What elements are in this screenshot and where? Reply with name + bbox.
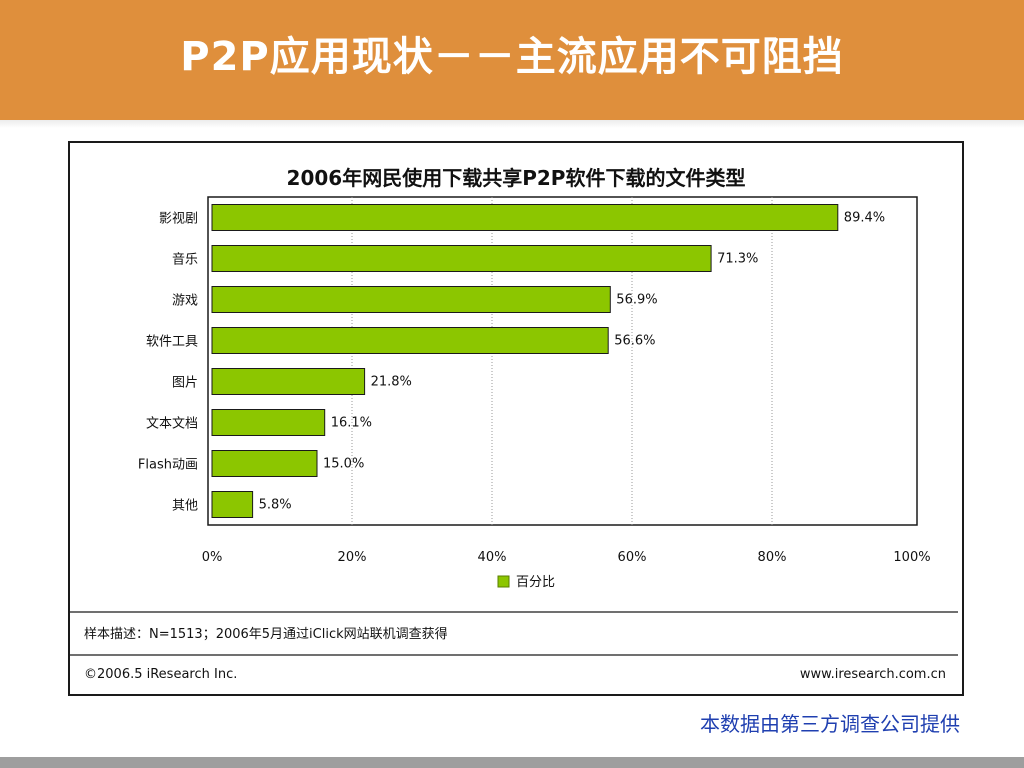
legend-swatch <box>497 575 510 588</box>
bar <box>211 204 839 231</box>
plot-area <box>207 196 918 526</box>
bar <box>211 245 712 272</box>
bar <box>211 327 609 354</box>
x-tick-label: 80% <box>758 550 787 565</box>
bar <box>211 450 318 477</box>
x-tick-label: 40% <box>478 550 507 565</box>
value-label: 56.9% <box>616 293 657 308</box>
bar <box>211 491 254 518</box>
chart-title: 2006年网民使用下载共享P2P软件下载的文件类型 <box>287 166 746 190</box>
value-label: 89.4% <box>844 211 885 226</box>
bar <box>211 368 366 395</box>
category-label: 影视剧 <box>159 212 198 227</box>
value-label: 21.8% <box>371 375 412 390</box>
bar <box>211 286 611 313</box>
category-label: 图片 <box>172 376 198 391</box>
website-link[interactable]: www.iresearch.com.cn <box>800 667 946 682</box>
category-label: 游戏 <box>172 294 198 309</box>
legend-label: 百分比 <box>516 575 555 590</box>
value-label: 15.0% <box>323 457 364 472</box>
chart-frame: 2006年网民使用下载共享P2P软件下载的文件类型 影视剧音乐游戏软件工具图片文… <box>68 141 964 696</box>
value-label: 56.6% <box>614 334 655 349</box>
x-tick-label: 20% <box>338 550 367 565</box>
x-tick-label: 100% <box>893 550 930 565</box>
bar <box>211 409 326 436</box>
category-label: 音乐 <box>172 252 198 268</box>
slide-title: P2P应用现状－－主流应用不可阻挡 <box>180 34 844 80</box>
x-tick-label: 60% <box>618 550 647 565</box>
x-tick-label: 0% <box>202 550 223 565</box>
category-label: Flash动画 <box>138 458 198 473</box>
footer-bar <box>0 757 1024 768</box>
header-separator <box>0 120 1024 128</box>
copyright: ©2006.5 iResearch Inc. <box>84 667 237 682</box>
value-label: 5.8% <box>259 498 292 513</box>
slide-header: P2P应用现状－－主流应用不可阻挡 <box>0 0 1024 120</box>
value-label: 16.1% <box>331 416 372 431</box>
sample-note: 样本描述：N=1513；2006年5月通过iClick网站联机调查获得 <box>84 626 448 642</box>
category-label: 软件工具 <box>146 335 198 350</box>
value-label: 71.3% <box>717 252 758 267</box>
bar-chart: 2006年网民使用下载共享P2P软件下载的文件类型 影视剧音乐游戏软件工具图片文… <box>70 166 958 682</box>
source-note: 本数据由第三方调查公司提供 <box>700 712 960 736</box>
category-label: 文本文档 <box>146 417 198 432</box>
legend: 百分比 <box>497 575 555 590</box>
category-label: 其他 <box>172 499 198 514</box>
